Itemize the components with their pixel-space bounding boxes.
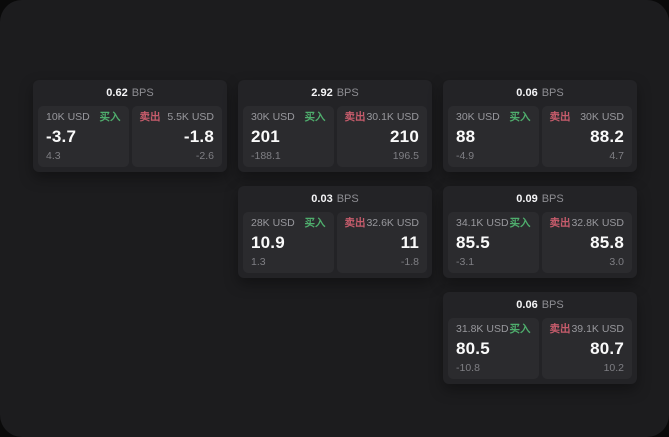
buy-delta: 4.3 <box>46 149 61 162</box>
buy-price: -3.7 <box>46 127 77 146</box>
buy-price: 201 <box>251 127 280 146</box>
sell-delta: 196.5 <box>392 149 419 162</box>
buy-price: 10.9 <box>251 233 285 252</box>
sell-price: 88.2 <box>590 127 624 146</box>
buy-tile[interactable]: 30K USD 买入 88 -4.9 <box>448 106 539 167</box>
buy-delta: 1.3 <box>251 255 266 268</box>
buy-notional: 28K USD <box>251 217 295 229</box>
buy-tile[interactable]: 28K USD 买入 10.9 1.3 <box>243 212 334 273</box>
bps-unit: BPS <box>541 87 564 99</box>
sell-delta: 4.7 <box>609 149 624 162</box>
buy-side-label: 买入 <box>99 111 121 123</box>
sell-tile[interactable]: 卖出 39.1K USD 80.7 10.2 <box>541 318 632 379</box>
sell-side-label: 卖出 <box>344 217 366 229</box>
sell-tile[interactable]: 卖出 30K USD 88.2 4.7 <box>541 106 632 167</box>
buy-delta: -188.1 <box>251 149 281 162</box>
tiles-row: 28K USD 买入 10.9 1.3 卖出 32.6K USD 11 -1.8 <box>238 212 432 278</box>
sell-notional: 30K USD <box>580 111 624 123</box>
sell-price: 80.7 <box>590 339 624 358</box>
bps-unit: BPS <box>336 87 359 99</box>
sell-side-label: 卖出 <box>549 217 571 229</box>
card-header: 0.06 BPS <box>443 80 637 106</box>
buy-side-label: 买入 <box>304 111 326 123</box>
tiles-row: 31.8K USD 买入 80.5 -10.8 卖出 39.1K USD 80.… <box>443 318 637 384</box>
buy-side-label: 买入 <box>304 217 326 229</box>
sell-tile[interactable]: 卖出 32.8K USD 85.8 3.0 <box>541 212 632 273</box>
buy-notional: 34.1K USD <box>456 217 509 229</box>
quote-cards-grid: 0.62 BPS 10K USD 买入 -3.7 4.3 卖出 5.5K USD <box>33 80 637 384</box>
buy-price: 80.5 <box>456 339 490 358</box>
quote-card: 0.09 BPS 34.1K USD 买入 85.5 -3.1 卖出 32.8K… <box>443 186 637 278</box>
quote-card: 0.06 BPS 30K USD 买入 88 -4.9 卖出 30K USD <box>443 80 637 172</box>
card-header: 0.06 BPS <box>443 292 637 318</box>
sell-notional: 32.6K USD <box>366 217 419 229</box>
tiles-row: 10K USD 买入 -3.7 4.3 卖出 5.5K USD -1.8 -2.… <box>33 106 227 172</box>
sell-side-label: 卖出 <box>549 323 571 335</box>
quote-card: 0.06 BPS 31.8K USD 买入 80.5 -10.8 卖出 39.1… <box>443 292 637 384</box>
sell-price: -1.8 <box>183 127 214 146</box>
sell-side-label: 卖出 <box>549 111 571 123</box>
bps-unit: BPS <box>541 193 564 205</box>
card-header: 0.09 BPS <box>443 186 637 212</box>
buy-delta: -4.9 <box>456 149 475 162</box>
sell-side-label: 卖出 <box>344 111 366 123</box>
tiles-row: 30K USD 买入 88 -4.9 卖出 30K USD 88.2 4.7 <box>443 106 637 172</box>
buy-tile[interactable]: 34.1K USD 买入 85.5 -3.1 <box>448 212 539 273</box>
sell-notional: 32.8K USD <box>571 217 624 229</box>
sell-delta: -2.6 <box>195 149 214 162</box>
sell-notional: 39.1K USD <box>571 323 624 335</box>
bps-value: 0.03 <box>311 193 333 205</box>
card-header: 0.62 BPS <box>33 80 227 106</box>
buy-side-label: 买入 <box>509 217 531 229</box>
buy-delta: -10.8 <box>456 361 480 374</box>
buy-tile[interactable]: 30K USD 买入 201 -188.1 <box>243 106 334 167</box>
bps-value: 0.06 <box>516 87 538 99</box>
buy-price: 88 <box>456 127 476 146</box>
sell-price: 210 <box>390 127 419 146</box>
bps-value: 0.09 <box>516 193 538 205</box>
sell-notional: 5.5K USD <box>167 111 214 123</box>
buy-price: 85.5 <box>456 233 490 252</box>
quote-card: 2.92 BPS 30K USD 买入 201 -188.1 卖出 30.1K … <box>238 80 432 172</box>
sell-notional: 30.1K USD <box>366 111 419 123</box>
buy-notional: 10K USD <box>46 111 90 123</box>
sell-tile[interactable]: 卖出 5.5K USD -1.8 -2.6 <box>131 106 222 167</box>
bps-value: 0.06 <box>516 299 538 311</box>
buy-side-label: 买入 <box>509 111 531 123</box>
bps-unit: BPS <box>336 193 359 205</box>
sell-price: 11 <box>400 233 419 252</box>
bps-unit: BPS <box>131 87 154 99</box>
bps-unit: BPS <box>541 299 564 311</box>
buy-delta: -3.1 <box>456 255 475 268</box>
bps-value: 0.62 <box>106 87 128 99</box>
sell-side-label: 卖出 <box>139 111 161 123</box>
card-header: 2.92 BPS <box>238 80 432 106</box>
tiles-row: 30K USD 买入 201 -188.1 卖出 30.1K USD 210 1… <box>238 106 432 172</box>
buy-tile[interactable]: 10K USD 买入 -3.7 4.3 <box>38 106 129 167</box>
buy-tile[interactable]: 31.8K USD 买入 80.5 -10.8 <box>448 318 539 379</box>
sell-delta: 3.0 <box>609 255 624 268</box>
bps-value: 2.92 <box>311 87 333 99</box>
sell-delta: 10.2 <box>603 361 624 374</box>
card-header: 0.03 BPS <box>238 186 432 212</box>
quote-card: 0.03 BPS 28K USD 买入 10.9 1.3 卖出 32.6K US… <box>238 186 432 278</box>
quote-card: 0.62 BPS 10K USD 买入 -3.7 4.3 卖出 5.5K USD <box>33 80 227 172</box>
tiles-row: 34.1K USD 买入 85.5 -3.1 卖出 32.8K USD 85.8… <box>443 212 637 278</box>
sell-tile[interactable]: 卖出 30.1K USD 210 196.5 <box>336 106 427 167</box>
buy-notional: 30K USD <box>251 111 295 123</box>
buy-notional: 31.8K USD <box>456 323 509 335</box>
buy-side-label: 买入 <box>509 323 531 335</box>
sell-price: 85.8 <box>590 233 624 252</box>
sell-tile[interactable]: 卖出 32.6K USD 11 -1.8 <box>336 212 427 273</box>
sell-delta: -1.8 <box>400 255 419 268</box>
buy-notional: 30K USD <box>456 111 500 123</box>
